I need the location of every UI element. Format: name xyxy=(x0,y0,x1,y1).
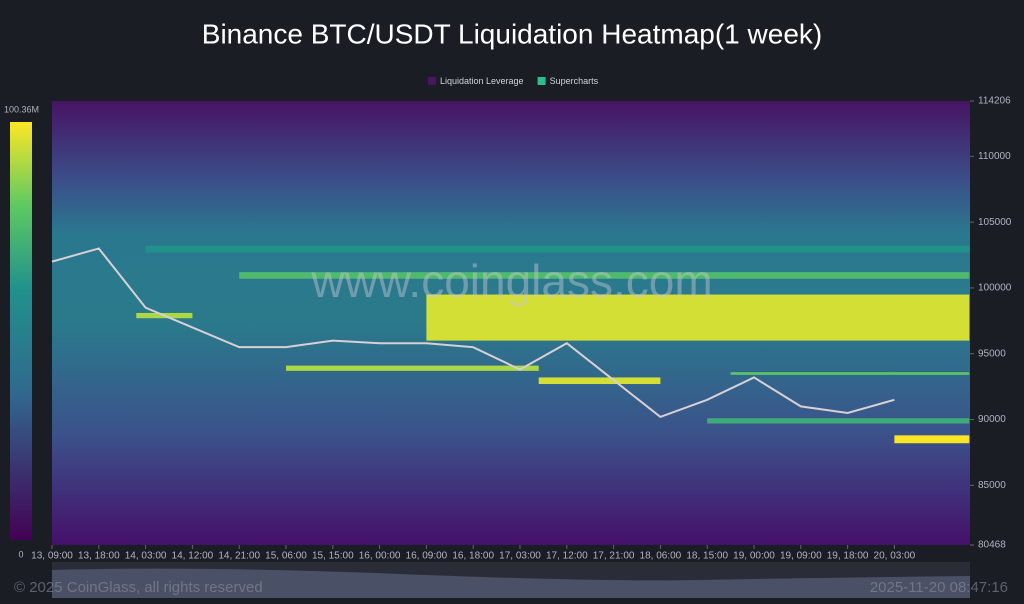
x-tick-label: 14, 12:00 xyxy=(172,551,214,562)
heat-band xyxy=(145,245,970,253)
y-tick-label: 95000 xyxy=(978,348,1006,359)
timestamp: 2025-11-20 08:47:16 xyxy=(870,579,1008,596)
x-tick-label: 18, 06:00 xyxy=(640,551,682,562)
legend-label: Supercharts xyxy=(550,76,599,86)
x-tick-label: 16, 00:00 xyxy=(359,551,401,562)
y-tick-label: 85000 xyxy=(978,480,1006,491)
x-tick-label: 13, 09:00 xyxy=(31,551,73,562)
heat-band xyxy=(239,272,970,279)
y-tick-label: 110000 xyxy=(978,151,1011,162)
colorbar-label: 100.36M xyxy=(4,104,39,114)
colorbar-label: 0 xyxy=(18,549,23,559)
x-tick-label: 17, 21:00 xyxy=(593,551,635,562)
legend-swatch xyxy=(537,77,546,85)
legend-swatch xyxy=(428,77,436,85)
x-tick-label: 18, 15:00 xyxy=(686,551,728,562)
x-tick-label: 17, 03:00 xyxy=(499,551,541,562)
x-tick-label: 15, 06:00 xyxy=(265,551,307,562)
heat-band xyxy=(286,365,539,371)
heat-band xyxy=(730,372,970,375)
heat-band xyxy=(894,435,970,444)
x-tick-label: 16, 18:00 xyxy=(452,551,494,562)
colorbar xyxy=(10,122,32,540)
x-tick-label: 19, 18:00 xyxy=(827,551,869,562)
y-tick-label: 80468 xyxy=(978,540,1006,551)
chart-title: Binance BTC/USDT Liquidation Heatmap(1 w… xyxy=(202,18,822,49)
watermark: www.coinglass.com xyxy=(310,255,712,307)
plot-layer xyxy=(51,245,970,444)
price-line xyxy=(51,247,895,419)
x-tick-label: 15, 15:00 xyxy=(312,551,354,562)
x-tick-label: 19, 00:00 xyxy=(733,551,775,562)
x-tick-label: 17, 12:00 xyxy=(546,551,588,562)
heat-band xyxy=(538,377,661,385)
x-tick-label: 16, 09:00 xyxy=(406,551,448,562)
x-tick-label: 14, 03:00 xyxy=(125,551,167,562)
x-tick-label: 20, 03:00 xyxy=(874,551,916,562)
x-tick-label: 13, 18:00 xyxy=(78,551,120,562)
x-tick-label: 14, 21:00 xyxy=(218,551,260,562)
y-tick-label: 90000 xyxy=(978,414,1006,425)
navigator-area xyxy=(52,568,970,598)
y-tick-label: 105000 xyxy=(978,217,1012,228)
y-tick-label: 100000 xyxy=(978,283,1012,294)
y-tick-label: 114206 xyxy=(978,96,1011,107)
footer: © 2025 CoinGlass, all rights reserved xyxy=(14,579,263,596)
legend-label: Liquidation Leverage xyxy=(440,76,524,86)
heat-band xyxy=(426,294,970,341)
heat-band xyxy=(707,418,970,424)
x-tick-label: 19, 09:00 xyxy=(780,551,822,562)
